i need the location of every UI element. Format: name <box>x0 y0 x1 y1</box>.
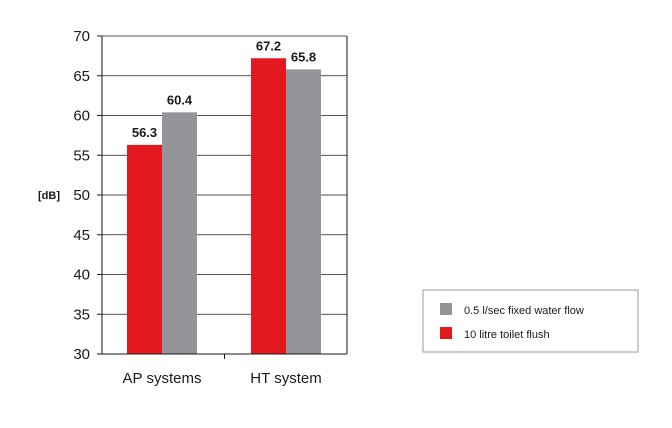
y-tick-label: 50 <box>73 187 90 204</box>
bar <box>127 144 162 354</box>
axes <box>101 36 348 359</box>
bars <box>127 58 321 354</box>
y-axis-ticks: 30 35 40 45 50 55 60 65 70 <box>73 28 102 363</box>
y-tick-label: 35 <box>73 306 90 323</box>
y-tick-label: 65 <box>73 68 90 85</box>
x-tick-label: HT system <box>250 370 321 387</box>
legend: 0.5 l/sec fixed water flow 10 litre toile… <box>422 289 639 353</box>
y-tick-label: 45 <box>73 227 90 244</box>
data-label: 67.2 <box>256 38 281 53</box>
legend-swatch <box>440 303 452 315</box>
bar <box>286 69 321 354</box>
y-tick-label: 40 <box>73 267 90 284</box>
data-labels: 56.3 60.4 67.2 65.8 <box>132 38 316 140</box>
y-tick-label: 70 <box>73 28 90 45</box>
y-tick-label: 55 <box>73 147 90 164</box>
bar <box>162 112 197 354</box>
bar <box>251 58 286 354</box>
category-labels: AP systems HT system <box>123 370 322 387</box>
legend-label: 10 litre toilet flush <box>464 329 550 341</box>
y-axis-label: [dB] <box>38 190 60 202</box>
data-label: 65.8 <box>291 49 316 64</box>
legend-box <box>422 289 639 353</box>
y-tick-label: 30 <box>73 346 90 363</box>
x-tick-label: AP systems <box>123 370 202 387</box>
y-tick-label: 60 <box>73 108 90 125</box>
legend-label: 0.5 l/sec fixed water flow <box>464 305 584 317</box>
data-label: 56.3 <box>132 125 157 140</box>
legend-swatch <box>440 327 452 339</box>
data-label: 60.4 <box>167 92 193 107</box>
